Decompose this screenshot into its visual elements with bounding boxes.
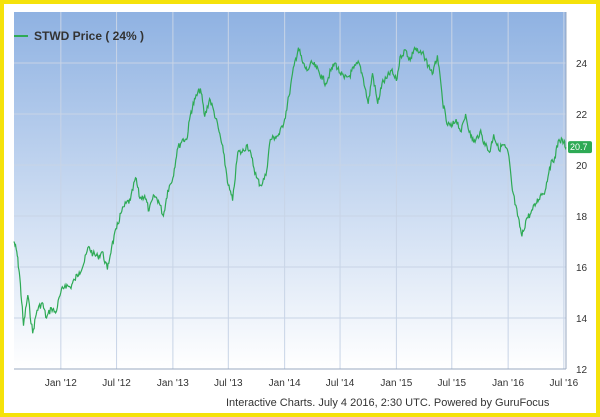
footer-text: Interactive Charts. July 4 2016, 2:30 UT…	[226, 397, 550, 409]
x-tick-label: Jan '15	[380, 378, 412, 389]
y-tick-label: 12	[576, 365, 588, 376]
series-line-stwd	[13, 46, 567, 334]
last-value-label: 20.7	[568, 141, 592, 154]
x-tick-label: Jul '14	[326, 378, 355, 389]
y-tick-label: 24	[576, 59, 588, 70]
x-tick-label: Jan '13	[157, 378, 189, 389]
x-tick-label: Jan '12	[45, 378, 77, 389]
y-tick-label: 22	[576, 110, 588, 121]
axes: Jan '12 Jul '12 Jan '13 Jul '13 Jan '14 Jul '…	[14, 12, 588, 389]
x-tick-label: Jul '16	[550, 378, 579, 389]
x-tick-label: Jan '16	[492, 378, 524, 389]
x-tick-label: Jul '12	[102, 378, 131, 389]
legend-label: STWD Price ( 24% )	[34, 29, 144, 43]
plot-area	[14, 12, 566, 369]
y-tick-label: 20	[576, 161, 588, 172]
legend: STWD Price ( 24% )	[14, 29, 144, 43]
grid	[14, 12, 566, 370]
y-tick-label: 18	[576, 212, 588, 223]
x-tick-label: Jul '15	[438, 378, 467, 389]
x-tick-label: Jul '13	[214, 378, 243, 389]
x-tick-label: Jan '14	[269, 378, 301, 389]
last-value-text: 20.7	[570, 142, 588, 152]
y-tick-label: 14	[576, 314, 588, 325]
y-tick-label: 16	[576, 263, 588, 274]
